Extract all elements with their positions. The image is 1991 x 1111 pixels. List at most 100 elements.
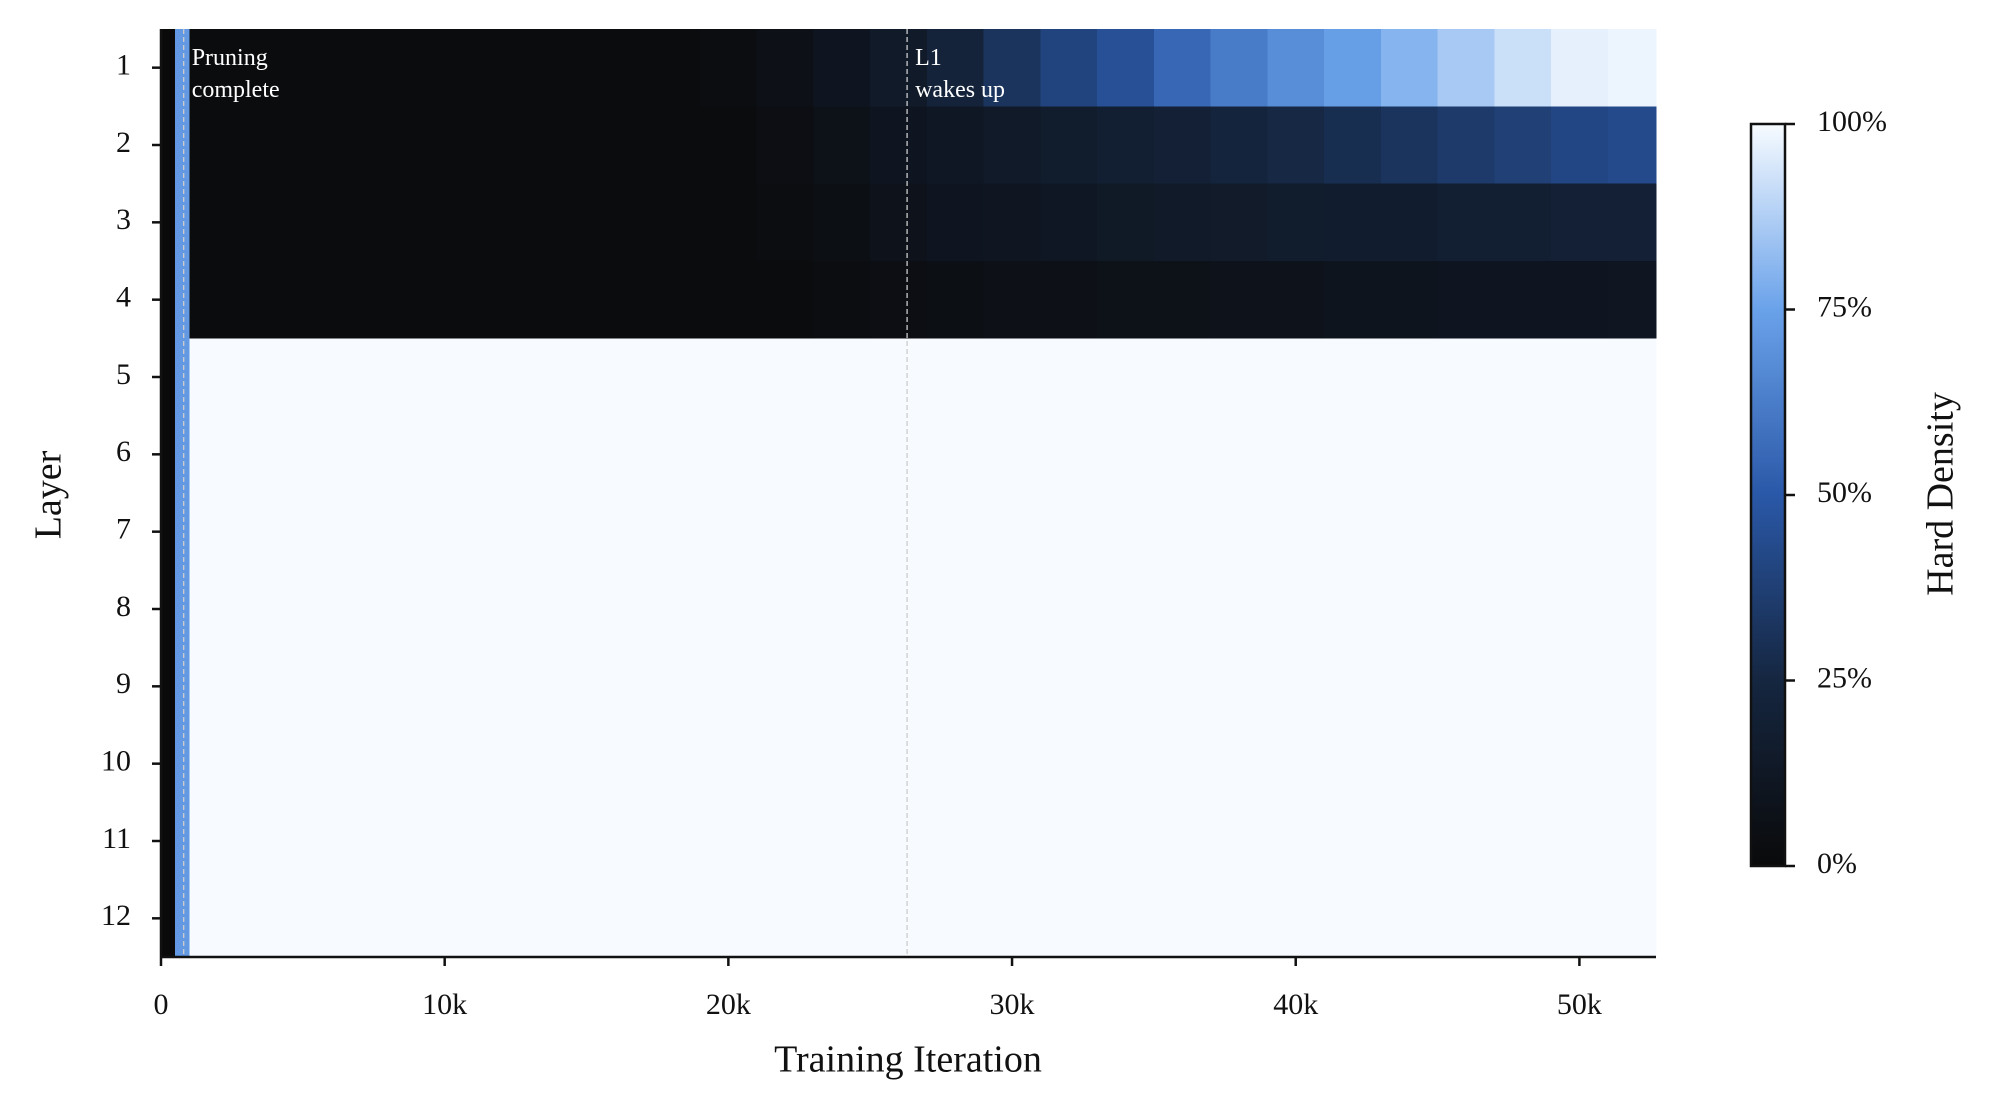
y-tick-label: 6 <box>116 435 131 468</box>
heatmap-cell <box>416 415 474 494</box>
heatmap-cell <box>1607 879 1657 958</box>
heatmap-cell <box>813 493 871 571</box>
heatmap-cell <box>699 647 758 726</box>
heatmap-cell <box>870 261 928 339</box>
heatmap-cell <box>756 29 815 107</box>
heatmap-cell <box>586 183 644 262</box>
heatmap-cell <box>586 415 644 494</box>
heatmap-cell <box>359 802 417 881</box>
heatmap-cell <box>1153 338 1212 417</box>
heatmap-cell <box>1267 106 1325 185</box>
y-tick-label: 10 <box>101 745 131 778</box>
heatmap-cell <box>1210 493 1268 571</box>
heatmap-cell <box>359 493 417 571</box>
heatmap-cell <box>246 570 304 649</box>
heatmap-cell <box>473 29 531 107</box>
heatmap-cell <box>1040 261 1098 339</box>
heatmap-cell <box>1380 29 1439 107</box>
heatmap-cell <box>699 802 758 881</box>
heatmap-cell <box>1267 415 1325 494</box>
heatmap-cell <box>983 338 1042 417</box>
heatmap-cell <box>1607 415 1657 494</box>
heatmap-cell <box>359 725 417 803</box>
heatmap-cell <box>1324 493 1382 571</box>
heatmap-cell <box>1437 338 1495 417</box>
heatmap-cell <box>983 29 1042 107</box>
heatmap-cell <box>926 802 985 881</box>
heatmap-cell <box>175 106 190 185</box>
annotation-text: L1 <box>915 45 942 71</box>
heatmap-cell <box>416 106 474 185</box>
heatmap-cell <box>1267 802 1325 881</box>
heatmap-cell <box>1267 879 1325 958</box>
heatmap-cell <box>813 106 871 185</box>
heatmap-cell <box>189 338 247 417</box>
heatmap-cell <box>529 338 588 417</box>
heatmap-cell <box>302 647 361 726</box>
heatmap-cell <box>1153 802 1212 881</box>
heatmap-cell <box>926 261 985 339</box>
heatmap-cell <box>1551 725 1609 803</box>
heatmap-cell <box>699 570 758 649</box>
heatmap-cell <box>161 570 176 649</box>
heatmap-cell <box>529 493 588 571</box>
annotation-text: wakes up <box>915 77 1005 103</box>
heatmap-cell <box>1607 725 1657 803</box>
heatmap-cell <box>1551 106 1609 185</box>
y-tick-label: 3 <box>116 203 131 236</box>
x-tick-label: 0 <box>154 988 169 1021</box>
heatmap-cell <box>1267 493 1325 571</box>
heatmap-cell <box>870 338 928 417</box>
heatmap-cell <box>983 183 1042 262</box>
heatmap-cell <box>1097 493 1155 571</box>
heatmap-cell <box>813 183 871 262</box>
heatmap-cell <box>813 338 871 417</box>
heatmap-cell <box>161 802 176 881</box>
heatmap-cell <box>1380 106 1439 185</box>
heatmap-cell <box>699 183 758 262</box>
heatmap-cell <box>1267 261 1325 339</box>
x-tick-label: 10k <box>422 988 467 1021</box>
heatmap-cell <box>1494 493 1552 571</box>
heatmap-cell <box>302 725 361 803</box>
heatmap-cell <box>983 647 1042 726</box>
heatmap-cell <box>756 879 815 958</box>
heatmap-cell <box>161 415 176 494</box>
heatmap-cell <box>1551 338 1609 417</box>
heatmap-cell <box>1267 570 1325 649</box>
heatmap-cell <box>1380 879 1439 958</box>
heatmap-cell <box>1153 183 1212 262</box>
heatmap-cell <box>1494 879 1552 958</box>
heatmap-cell <box>1210 106 1268 185</box>
y-tick-label: 8 <box>116 590 131 623</box>
heatmap-cell <box>643 338 701 417</box>
heatmap-cell <box>189 415 247 494</box>
heatmap-cell <box>246 106 304 185</box>
x-tick-label: 20k <box>706 988 751 1021</box>
heatmap-cell <box>813 261 871 339</box>
heatmap-cell <box>1494 106 1552 185</box>
heatmap-cell <box>1153 879 1212 958</box>
heatmap-cell <box>473 879 531 958</box>
heatmap-cell <box>1097 647 1155 726</box>
heatmap-cell <box>586 106 644 185</box>
heatmap-cell <box>1437 493 1495 571</box>
heatmap-cell <box>870 29 928 107</box>
heatmap-cell <box>1380 415 1439 494</box>
heatmap-cell <box>1607 802 1657 881</box>
heatmap-cell <box>586 725 644 803</box>
heatmap-cell <box>1494 415 1552 494</box>
heatmap-cell <box>1210 879 1268 958</box>
heatmap-cell <box>1324 29 1382 107</box>
heatmap-cell <box>161 106 176 185</box>
heatmap-cell <box>926 415 985 494</box>
colorbar-tick-label: 100% <box>1817 105 1887 138</box>
heatmap-cell <box>699 879 758 958</box>
heatmap-cell <box>1551 415 1609 494</box>
heatmap-cell <box>1380 338 1439 417</box>
heatmap-cell <box>246 338 304 417</box>
heatmap-cell <box>1607 647 1657 726</box>
heatmap-cell <box>699 106 758 185</box>
heatmap-cell <box>175 493 190 571</box>
heatmap-cell <box>1324 725 1382 803</box>
